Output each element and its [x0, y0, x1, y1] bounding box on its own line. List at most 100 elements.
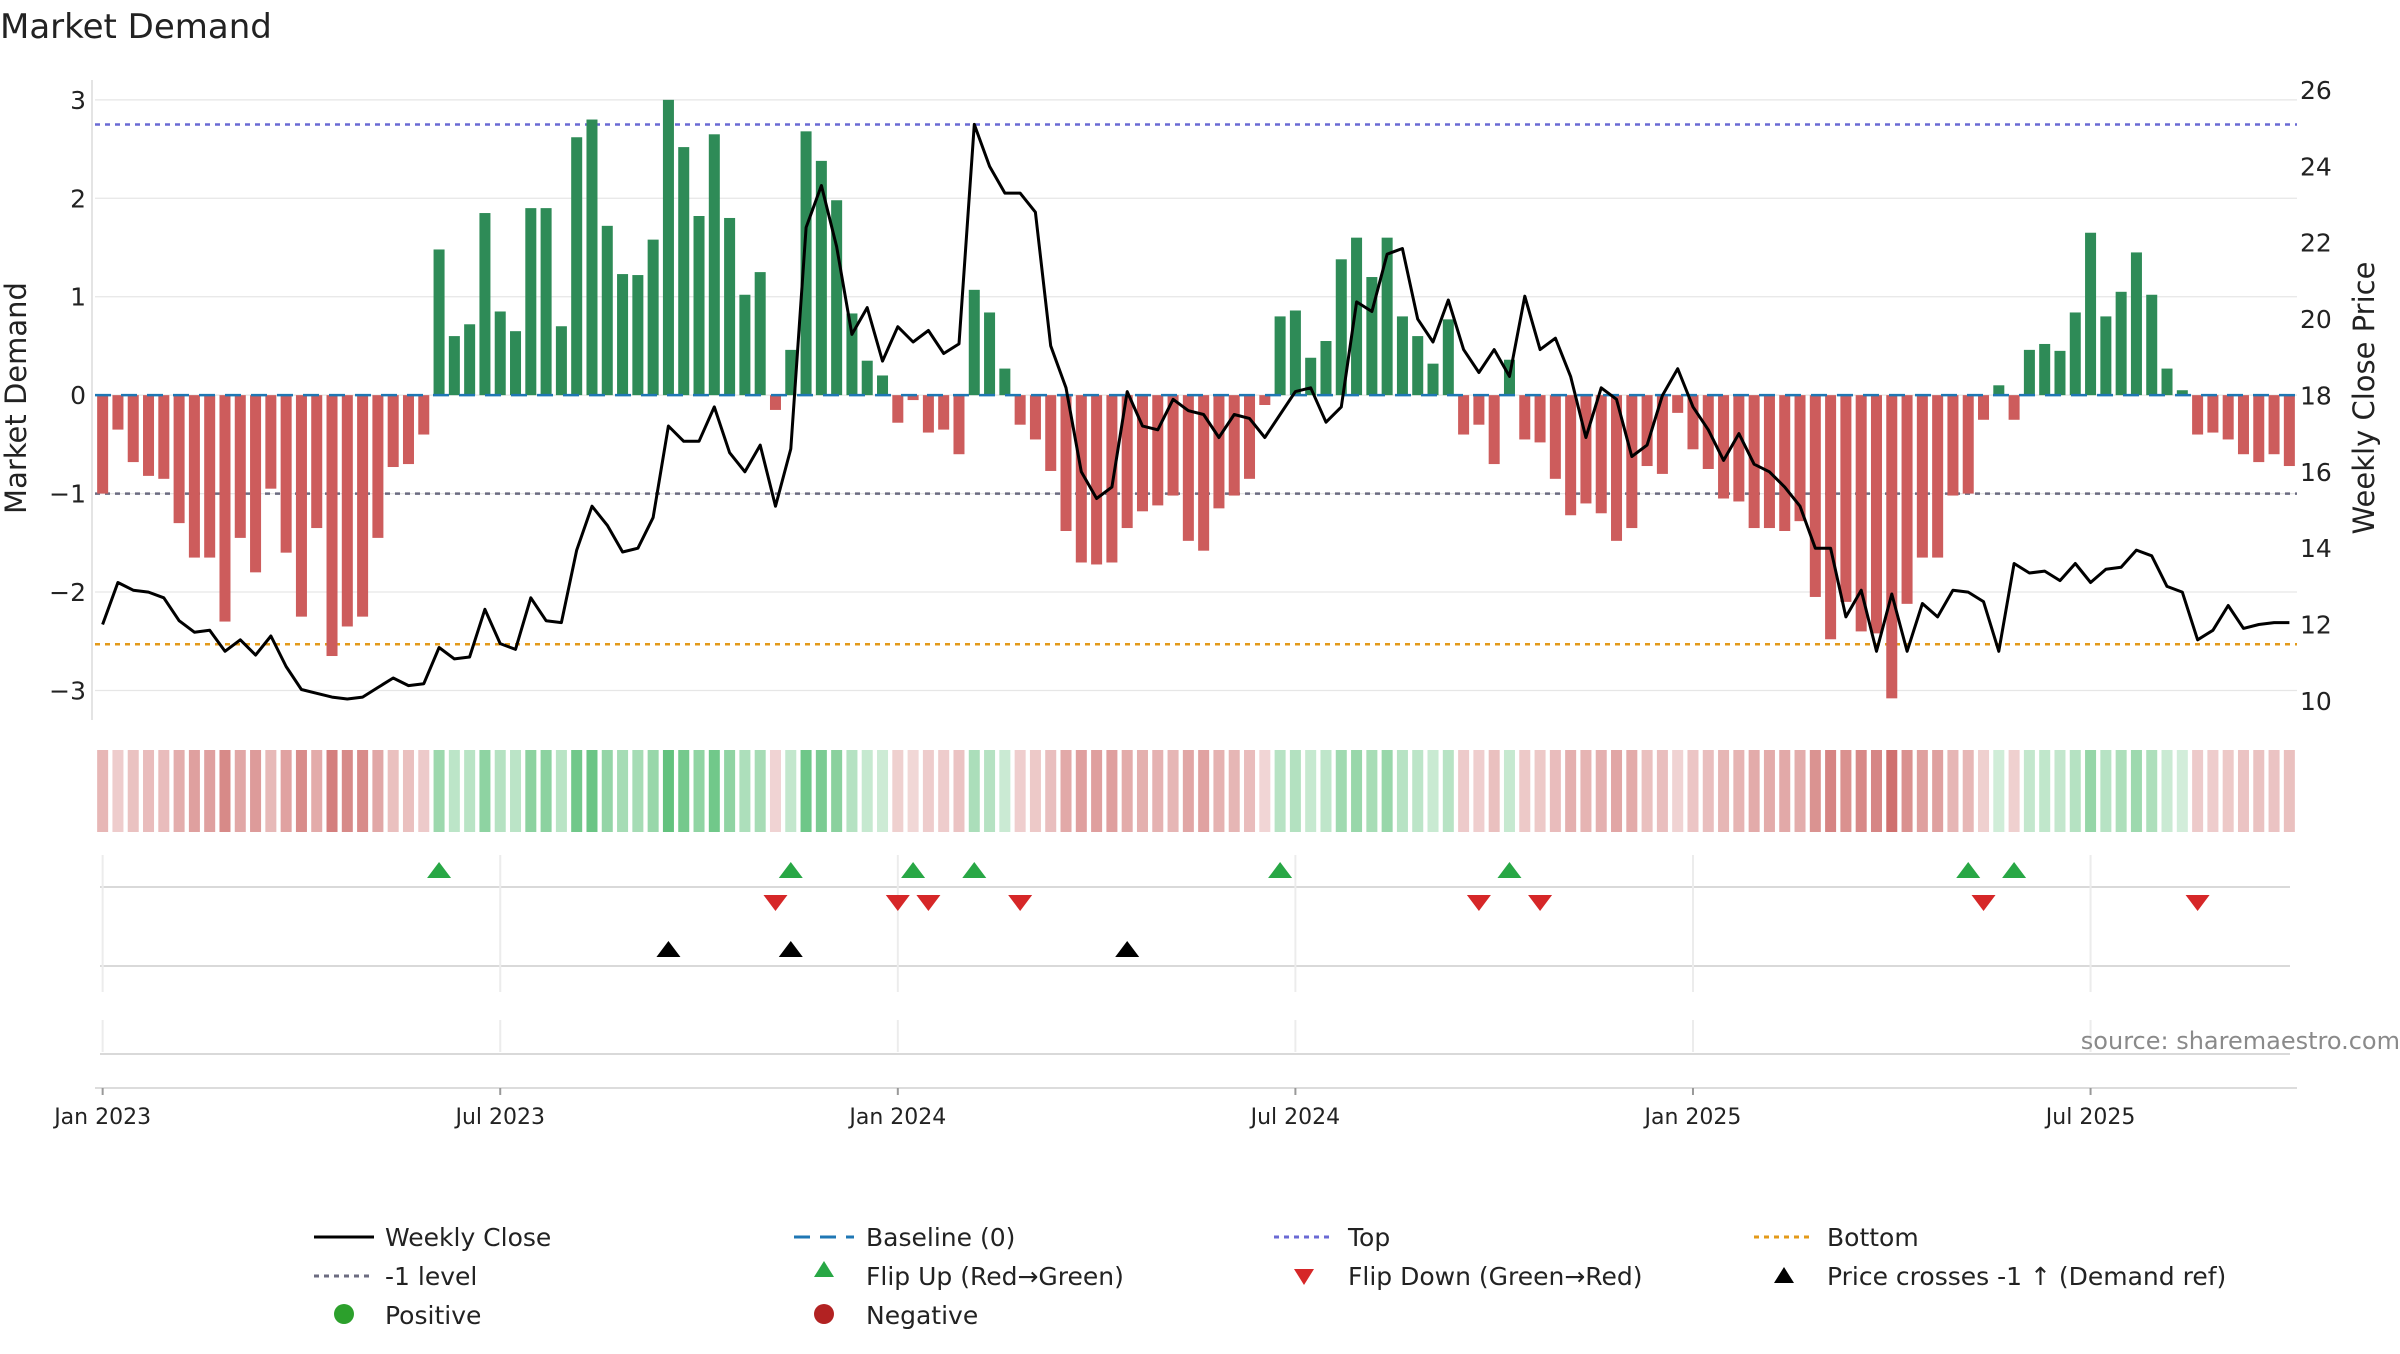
heat-cell	[1167, 750, 1179, 832]
heat-cell	[433, 750, 445, 832]
demand-bar	[1534, 395, 1546, 443]
demand-bar	[617, 274, 629, 396]
demand-bar	[1244, 395, 1256, 479]
demand-bar	[953, 395, 965, 455]
heat-cell	[2054, 750, 2066, 832]
right-tick-label: 24	[2300, 152, 2332, 181]
flip-up-marker	[778, 862, 803, 878]
demand-bar	[662, 99, 674, 396]
signal-rows	[100, 855, 2290, 1055]
demand-bar	[1718, 395, 1730, 499]
legend-label-price-cross: Price crosses -1 ↑ (Demand ref)	[1827, 1262, 2226, 1291]
signal-markers	[427, 862, 2210, 957]
heat-cell	[1565, 750, 1577, 832]
heat-cell	[907, 750, 919, 832]
heat-cell	[1978, 750, 1990, 832]
heat-cell	[1855, 750, 1867, 832]
heat-cell	[1320, 750, 1332, 832]
demand-bar	[739, 294, 751, 396]
price-cross-marker	[778, 941, 803, 957]
heat-cell	[387, 750, 399, 832]
heat-cell	[1870, 750, 1882, 832]
demand-bar	[555, 326, 567, 396]
heat-cell	[555, 750, 567, 832]
demand-bar	[1672, 395, 1684, 413]
demand-bar	[571, 137, 583, 396]
heat-cell	[968, 750, 980, 832]
heat-cell	[2192, 750, 2204, 832]
demand-bar	[1580, 395, 1592, 504]
demand-bar	[2222, 395, 2234, 440]
heat-cell	[158, 750, 170, 832]
demand-bar	[877, 375, 889, 396]
flip-up-marker	[2002, 862, 2027, 878]
demand-bar	[1916, 395, 1928, 558]
heat-cell	[1259, 750, 1271, 832]
heat-cell	[1993, 750, 2005, 832]
demand-bar	[525, 208, 537, 396]
heat-cell	[632, 750, 644, 832]
flip-down-marker	[1008, 895, 1033, 911]
weekly-close-polyline	[101, 122, 2290, 701]
heat-cell	[418, 750, 430, 832]
demand-bar	[464, 324, 476, 396]
heat-cell	[1060, 750, 1072, 832]
demand-bar	[188, 395, 200, 558]
demand-bar	[785, 349, 797, 396]
heat-cell	[877, 750, 889, 832]
demand-bar	[1060, 395, 1072, 531]
demand-bar	[2237, 395, 2249, 455]
heat-cell	[1611, 750, 1623, 832]
heat-cell	[2268, 750, 2280, 832]
demand-bar	[1978, 395, 1990, 420]
demand-bar	[724, 217, 736, 396]
right-tick-label: 26	[2300, 76, 2332, 105]
heat-cell	[188, 750, 200, 832]
demand-bar	[311, 395, 323, 529]
heat-cell	[617, 750, 629, 832]
heat-cell	[1718, 750, 1730, 832]
demand-bar	[2130, 252, 2142, 396]
heat-cell	[1672, 750, 1684, 832]
demand-bar	[861, 360, 873, 396]
heat-cell	[571, 750, 583, 832]
demand-bar	[632, 275, 644, 396]
heat-cell	[479, 750, 491, 832]
heat-cell	[1840, 750, 1852, 832]
left-axis-label: Market Demand	[0, 282, 33, 514]
heat-cell	[1014, 750, 1026, 832]
demand-bar	[1259, 395, 1271, 405]
demand-bar	[280, 395, 292, 553]
legend-swatch-flip-up	[814, 1261, 834, 1277]
demand-bar	[968, 289, 980, 396]
flip-up-marker	[1956, 862, 1981, 878]
heat-cell	[1825, 750, 1837, 832]
demand-bar	[2268, 395, 2280, 455]
heat-cell	[1351, 750, 1363, 832]
heat-cell	[1091, 750, 1103, 832]
demand-bar	[402, 395, 414, 465]
demand-bar	[1763, 395, 1775, 529]
left-tick-label: −3	[49, 676, 86, 705]
heat-cell	[754, 750, 766, 832]
demand-bar	[1320, 341, 1332, 396]
heat-cell	[1029, 750, 1041, 832]
heat-cell	[1244, 750, 1256, 832]
demand-bar	[2069, 312, 2081, 396]
left-tick-label: 3	[70, 86, 86, 115]
demand-bar	[1611, 395, 1623, 541]
heat-cell	[693, 750, 705, 832]
demand-bar	[2023, 349, 2035, 396]
demand-bar	[357, 395, 369, 617]
heat-cell	[953, 750, 965, 832]
flip-up-marker	[1268, 862, 1293, 878]
heat-cell	[739, 750, 751, 832]
demand-bar	[387, 395, 399, 468]
demand-bar	[922, 395, 934, 433]
heat-cell	[1182, 750, 1194, 832]
left-tick-label: 0	[70, 381, 86, 410]
heat-cell	[173, 750, 185, 832]
demand-bar	[204, 395, 216, 558]
demand-bar	[1794, 395, 1806, 522]
heat-cell	[112, 750, 124, 832]
